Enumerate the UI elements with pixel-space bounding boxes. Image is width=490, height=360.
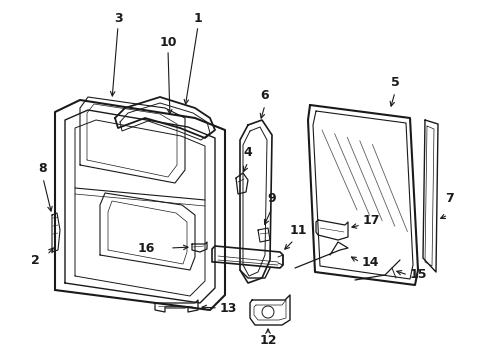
Text: 2: 2 xyxy=(31,253,39,266)
Text: 6: 6 xyxy=(261,89,270,102)
Text: 15: 15 xyxy=(410,269,427,282)
Text: 14: 14 xyxy=(362,256,379,269)
Text: 5: 5 xyxy=(391,76,399,89)
Text: 11: 11 xyxy=(290,224,308,237)
Text: 17: 17 xyxy=(363,213,381,226)
Text: 7: 7 xyxy=(445,192,454,204)
Text: 13: 13 xyxy=(220,302,237,315)
Text: 10: 10 xyxy=(159,36,177,49)
Text: 3: 3 xyxy=(114,12,122,24)
Text: 9: 9 xyxy=(268,192,276,204)
Text: 8: 8 xyxy=(39,162,48,175)
Text: 16: 16 xyxy=(138,242,155,255)
Text: 4: 4 xyxy=(244,145,252,158)
Text: 1: 1 xyxy=(194,12,202,24)
Text: 12: 12 xyxy=(259,333,277,346)
